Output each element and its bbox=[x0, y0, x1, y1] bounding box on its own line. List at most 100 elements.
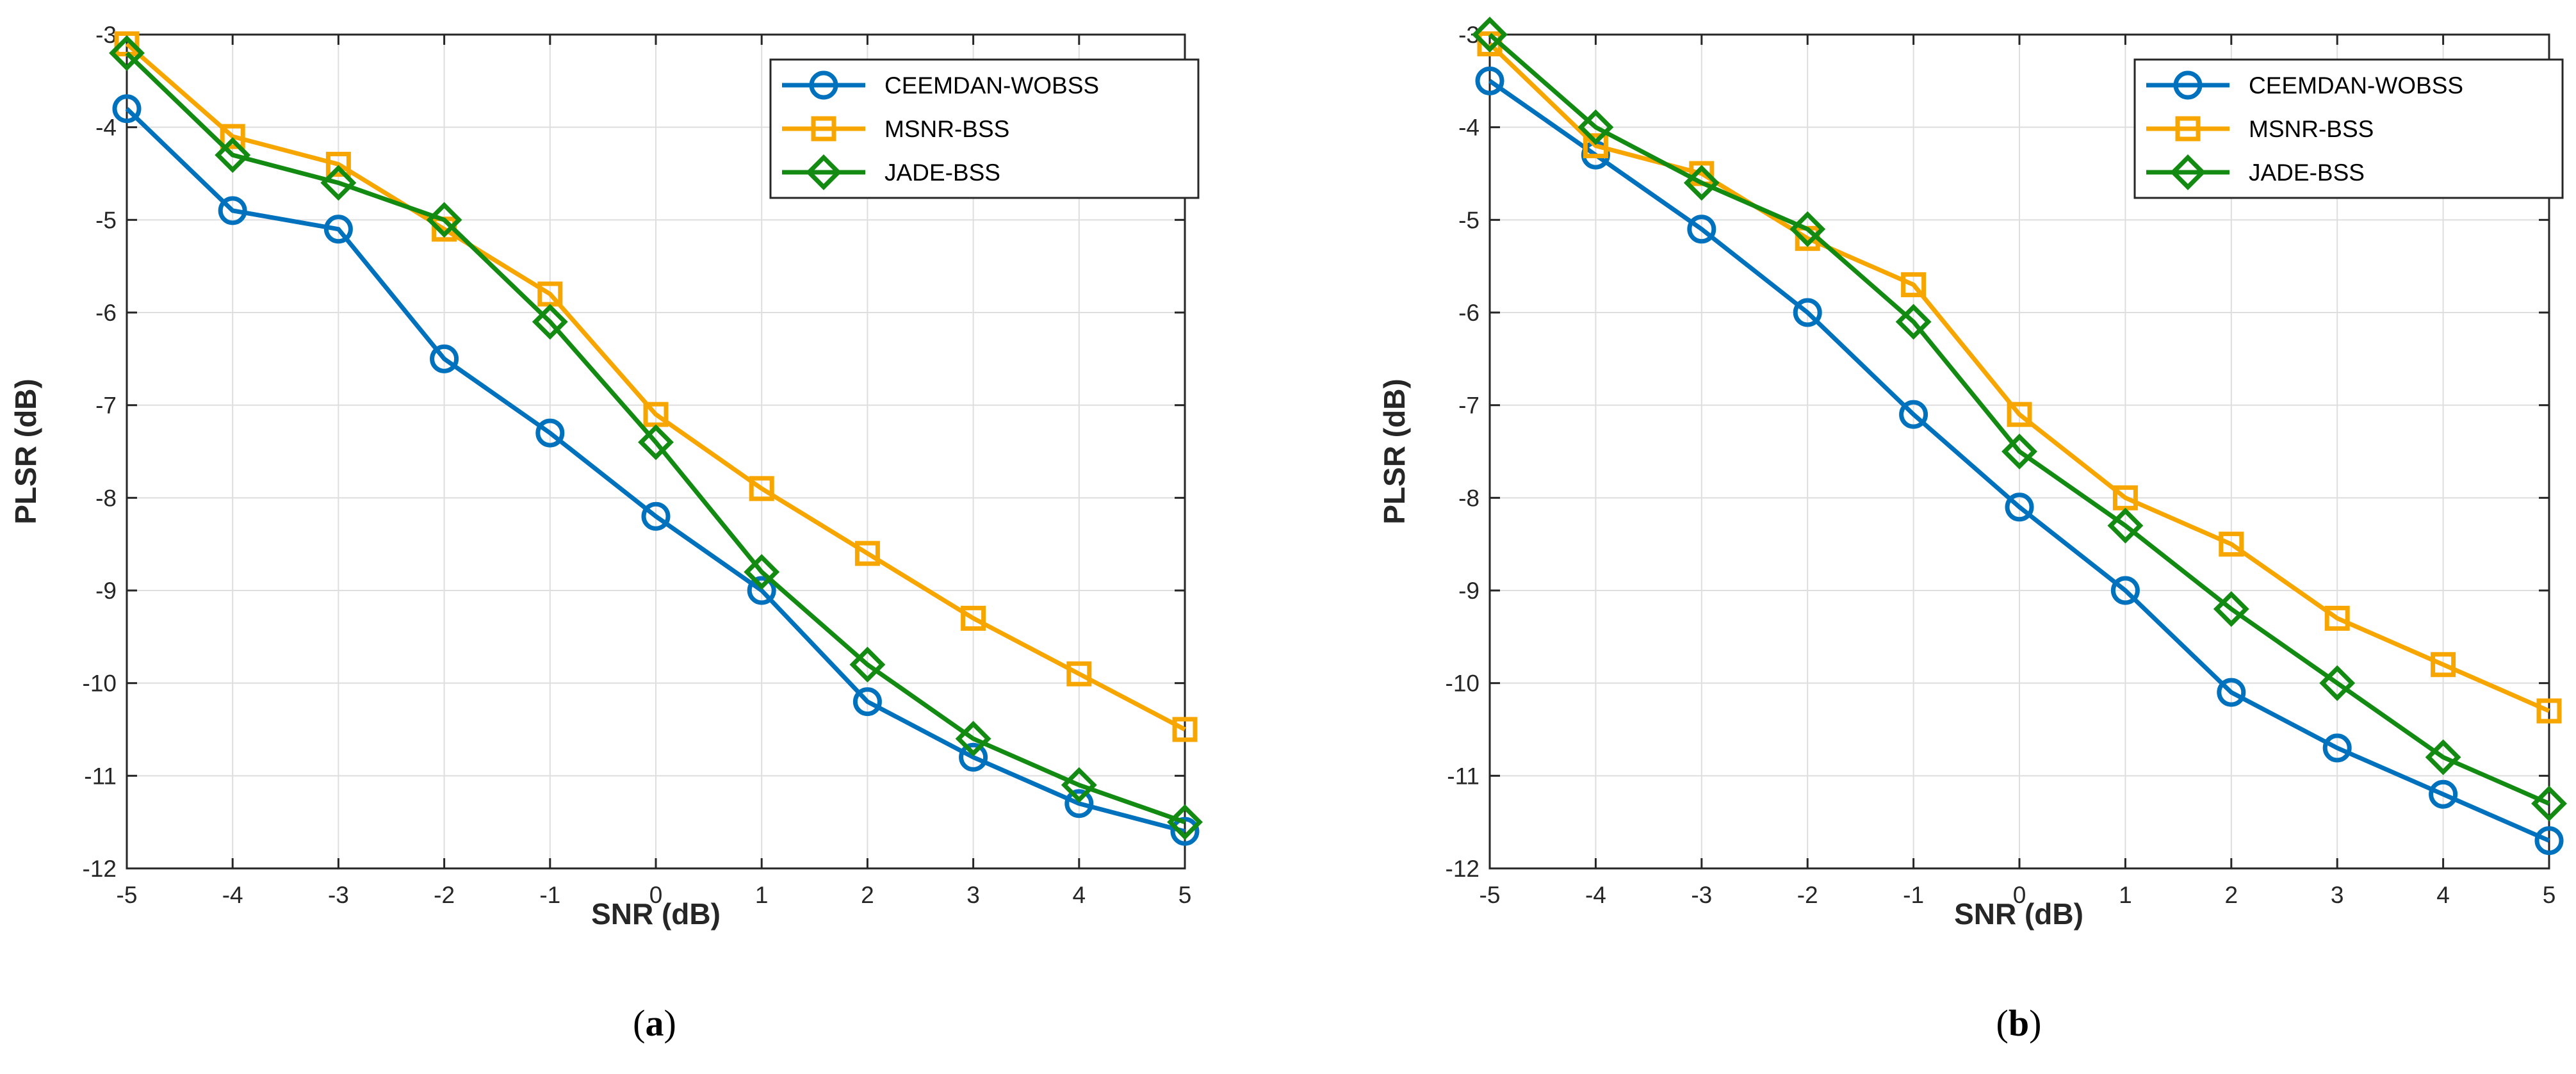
y-tick-label: -7 bbox=[1458, 393, 1480, 419]
diamond-data-point bbox=[2001, 434, 2037, 469]
circle-data-point bbox=[641, 501, 671, 531]
diamond-data-point bbox=[849, 646, 886, 683]
series-line bbox=[125, 42, 1186, 732]
diamond-data-point bbox=[215, 137, 251, 174]
legend: CEEMDAN-WOBSS MSNR-BSS JADE-BSS bbox=[2133, 58, 2564, 199]
y-tick-label: -9 bbox=[95, 578, 117, 604]
x-tick-label: -3 bbox=[1691, 882, 1712, 908]
circle-data-point bbox=[2322, 733, 2352, 763]
y-tick-label: -11 bbox=[1447, 763, 1480, 789]
diamond-data-point bbox=[638, 424, 674, 460]
circle-data-point bbox=[218, 196, 247, 225]
x-tick-label: -1 bbox=[539, 882, 560, 908]
circle-data-point bbox=[1170, 817, 1200, 846]
y-tick-label: -11 bbox=[84, 763, 117, 789]
x-tick-label: 2 bbox=[2225, 882, 2238, 908]
y-tick-label: -7 bbox=[95, 393, 117, 419]
x-tick-label: -2 bbox=[1797, 882, 1818, 908]
square-data-point bbox=[749, 476, 774, 501]
circle-data-point bbox=[1475, 66, 1504, 95]
chart-panel-b: -5 -4 -3 -2 -1 0 1 2 3 4 5-3-4-5-6-7-8-9-10-11-12S… bbox=[1378, 17, 2567, 1044]
square-data-point bbox=[1066, 661, 1092, 687]
y-tick-label: -12 bbox=[1446, 856, 1480, 882]
diamond-data-point bbox=[320, 165, 357, 201]
x-tick-label: 5 bbox=[1178, 882, 1192, 908]
x-tick-label: -4 bbox=[222, 882, 243, 908]
x-tick-label: 2 bbox=[861, 882, 874, 908]
series-ceemdan-wobss bbox=[1475, 66, 2564, 856]
y-tick-label: -10 bbox=[1446, 671, 1480, 697]
circle-data-point bbox=[2534, 826, 2564, 856]
diamond-data-point bbox=[532, 304, 568, 340]
legend-circle-marker bbox=[809, 70, 838, 100]
diamond-data-point bbox=[955, 720, 991, 757]
y-tick-label: -10 bbox=[83, 671, 117, 697]
x-tick-label: 1 bbox=[2119, 882, 2132, 908]
square-data-point bbox=[1172, 717, 1198, 742]
x-tick-label: 0 bbox=[2013, 882, 2026, 908]
legend-square-marker bbox=[2175, 116, 2201, 142]
circle-data-point bbox=[1793, 298, 1822, 327]
y-tick-label: -6 bbox=[1458, 300, 1480, 326]
circle-data-point bbox=[959, 742, 988, 772]
diamond-data-point bbox=[744, 554, 780, 590]
square-data-point bbox=[2536, 698, 2562, 724]
circle-data-point bbox=[1064, 789, 1094, 818]
legend: CEEMDAN-WOBSS MSNR-BSS JADE-BSS bbox=[769, 58, 1200, 199]
diamond-data-point bbox=[2319, 665, 2356, 701]
x-tick-label: -1 bbox=[1903, 882, 1924, 908]
y-tick-label: -5 bbox=[95, 207, 117, 233]
square-data-point bbox=[220, 124, 245, 149]
legend-label: CEEMDAN-WOBSS bbox=[2249, 72, 2463, 99]
circle-data-point bbox=[323, 215, 353, 244]
y-tick-label: -9 bbox=[1458, 578, 1480, 604]
legend-label: CEEMDAN-WOBSS bbox=[884, 72, 1099, 99]
y-tick-label: -4 bbox=[95, 115, 117, 141]
square-data-point bbox=[854, 541, 880, 566]
diamond-data-point bbox=[1789, 211, 1826, 247]
y-tick-label: -5 bbox=[1458, 207, 1480, 233]
legend-label: JADE-BSS bbox=[884, 159, 1000, 186]
circle-data-point bbox=[535, 418, 565, 448]
diamond-data-point bbox=[1683, 165, 1720, 201]
diamond-data-point bbox=[109, 35, 145, 71]
legend-label: MSNR-BSS bbox=[2249, 116, 2374, 142]
x-tick-label: 3 bbox=[966, 882, 980, 908]
x-tick-label: -3 bbox=[328, 882, 349, 908]
square-data-point bbox=[961, 605, 986, 631]
x-axis-label: SNR (dB) bbox=[591, 897, 721, 931]
diamond-data-point bbox=[426, 202, 462, 238]
square-data-point bbox=[2324, 605, 2350, 631]
legend-diamond-marker bbox=[806, 154, 842, 190]
square-data-point bbox=[2431, 652, 2456, 678]
x-tick-label: -2 bbox=[434, 882, 455, 908]
diamond-data-point bbox=[1061, 767, 1097, 803]
y-tick-label: -3 bbox=[95, 22, 117, 48]
legend-diamond-marker bbox=[2170, 154, 2206, 190]
diamond-data-point bbox=[2213, 590, 2249, 627]
diamond-data-point bbox=[1167, 804, 1203, 840]
series-line bbox=[1488, 33, 2550, 806]
series-jade-bss bbox=[109, 35, 1203, 840]
legend-label: MSNR-BSS bbox=[884, 116, 1009, 142]
diamond-data-point bbox=[2107, 507, 2144, 544]
x-tick-label: 4 bbox=[2436, 882, 2450, 908]
legend-circle-marker bbox=[2173, 70, 2203, 100]
circle-data-point bbox=[2005, 492, 2034, 522]
y-axis-label: PLSR (dB) bbox=[9, 378, 42, 524]
x-tick-label: -4 bbox=[1585, 882, 1606, 908]
y-tick-label: -12 bbox=[83, 856, 117, 882]
series-ceemdan-wobss bbox=[112, 94, 1200, 846]
diamond-data-point bbox=[1895, 304, 1932, 340]
x-tick-label: -5 bbox=[117, 882, 138, 908]
circle-data-point bbox=[747, 576, 776, 605]
y-tick-label: -4 bbox=[1458, 115, 1480, 141]
square-data-point bbox=[2007, 402, 2032, 427]
square-data-point bbox=[2219, 532, 2244, 557]
circle-data-point bbox=[2110, 576, 2140, 605]
x-tick-label: 3 bbox=[2331, 882, 2344, 908]
x-tick-label: -5 bbox=[1480, 882, 1501, 908]
x-tick-label: 1 bbox=[755, 882, 769, 908]
circle-data-point bbox=[2429, 779, 2458, 809]
panel-label: (a) bbox=[633, 1002, 676, 1044]
